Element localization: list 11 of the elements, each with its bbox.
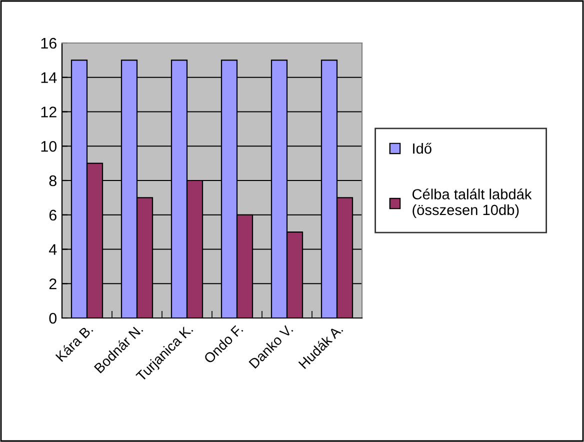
y-tick-label: 6 bbox=[49, 210, 56, 221]
y-tick-label: 14 bbox=[41, 72, 57, 83]
y-tick-label: 10 bbox=[41, 140, 57, 152]
y-tick-label: 8 bbox=[49, 175, 56, 186]
y-tick-label: 2 bbox=[49, 278, 56, 290]
y-tick-label: 4 bbox=[48, 244, 57, 255]
legend-label: Célba talált labdák (összesen 10db) bbox=[412, 188, 532, 218]
y-tick-label: 12 bbox=[41, 106, 56, 118]
legend-label: Idő bbox=[413, 142, 432, 154]
y-tick-label: 0 bbox=[49, 312, 57, 324]
y-tick-label: 16 bbox=[41, 38, 56, 49]
